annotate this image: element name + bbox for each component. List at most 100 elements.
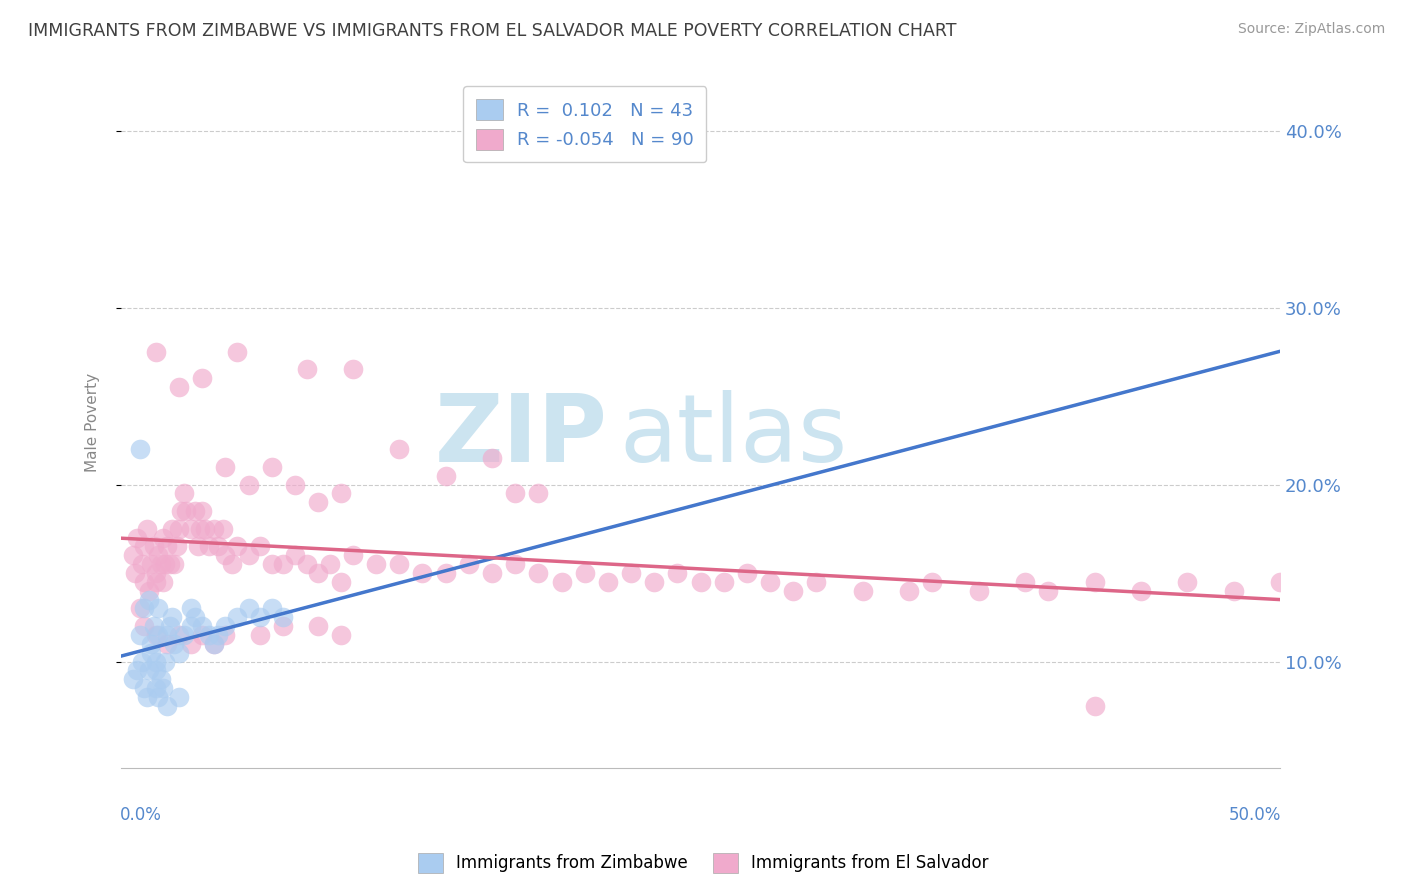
- Point: [180, 522, 202, 536]
- Point: [1038, 583, 1060, 598]
- Point: [330, 574, 353, 589]
- Point: [307, 619, 329, 633]
- Point: [145, 681, 167, 695]
- Point: [921, 574, 943, 589]
- Point: [759, 574, 782, 589]
- Point: [967, 583, 990, 598]
- Point: [689, 574, 711, 589]
- Point: [307, 495, 329, 509]
- Point: [160, 610, 183, 624]
- Point: [273, 619, 295, 633]
- Point: [188, 522, 211, 536]
- Legend: R =  0.102   N = 43, R = -0.054   N = 90: R = 0.102 N = 43, R = -0.054 N = 90: [463, 87, 706, 162]
- Point: [187, 540, 209, 554]
- Point: [202, 522, 225, 536]
- Point: [191, 628, 214, 642]
- Point: [226, 344, 249, 359]
- Point: [713, 574, 735, 589]
- Point: [527, 566, 550, 580]
- Point: [260, 557, 283, 571]
- Point: [295, 557, 318, 571]
- Point: [173, 486, 195, 500]
- Point: [159, 619, 181, 633]
- Point: [550, 574, 572, 589]
- Point: [207, 628, 229, 642]
- Point: [434, 468, 457, 483]
- Point: [184, 504, 207, 518]
- Point: [156, 698, 179, 713]
- Point: [342, 362, 364, 376]
- Point: [167, 690, 190, 704]
- Y-axis label: Male Poverty: Male Poverty: [86, 373, 100, 472]
- Point: [214, 619, 236, 633]
- Point: [249, 610, 271, 624]
- Point: [212, 522, 235, 536]
- Point: [527, 486, 550, 500]
- Point: [202, 637, 225, 651]
- Point: [152, 531, 174, 545]
- Text: IMMIGRANTS FROM ZIMBABWE VS IMMIGRANTS FROM EL SALVADOR MALE POVERTY CORRELATION: IMMIGRANTS FROM ZIMBABWE VS IMMIGRANTS F…: [28, 22, 956, 40]
- Point: [127, 664, 149, 678]
- Point: [226, 540, 249, 554]
- Point: [898, 583, 921, 598]
- Point: [149, 557, 172, 571]
- Point: [152, 681, 174, 695]
- Point: [156, 637, 179, 651]
- Point: [174, 504, 197, 518]
- Point: [782, 583, 804, 598]
- Point: [1175, 574, 1198, 589]
- Point: [342, 549, 364, 563]
- Point: [214, 549, 236, 563]
- Text: atlas: atlas: [620, 391, 848, 483]
- Point: [481, 450, 503, 465]
- Point: [124, 566, 146, 580]
- Point: [163, 557, 186, 571]
- Point: [194, 522, 217, 536]
- Point: [191, 504, 214, 518]
- Point: [145, 344, 167, 359]
- Point: [160, 522, 183, 536]
- Point: [1130, 583, 1153, 598]
- Point: [238, 601, 260, 615]
- Point: [202, 637, 225, 651]
- Text: Source: ZipAtlas.com: Source: ZipAtlas.com: [1237, 22, 1385, 37]
- Point: [1084, 698, 1107, 713]
- Point: [135, 690, 157, 704]
- Point: [214, 628, 236, 642]
- Point: [503, 557, 526, 571]
- Point: [138, 583, 160, 598]
- Point: [249, 628, 271, 642]
- Point: [806, 574, 828, 589]
- Point: [121, 549, 143, 563]
- Point: [167, 522, 190, 536]
- Point: [411, 566, 433, 580]
- Text: 0.0%: 0.0%: [120, 805, 162, 823]
- Point: [131, 655, 153, 669]
- Point: [330, 628, 353, 642]
- Point: [152, 574, 174, 589]
- Point: [191, 371, 214, 385]
- Point: [214, 459, 236, 474]
- Point: [128, 601, 150, 615]
- Point: [134, 601, 156, 615]
- Point: [145, 664, 167, 678]
- Point: [121, 672, 143, 686]
- Point: [273, 610, 295, 624]
- Point: [574, 566, 596, 580]
- Point: [319, 557, 342, 571]
- Point: [273, 557, 295, 571]
- Legend: Immigrants from Zimbabwe, Immigrants from El Salvador: Immigrants from Zimbabwe, Immigrants fro…: [411, 847, 995, 880]
- Point: [191, 619, 214, 633]
- Point: [307, 566, 329, 580]
- Point: [284, 549, 307, 563]
- Point: [163, 637, 186, 651]
- Point: [620, 566, 643, 580]
- Point: [457, 557, 479, 571]
- Point: [141, 557, 163, 571]
- Point: [180, 637, 202, 651]
- Point: [149, 672, 172, 686]
- Point: [481, 566, 503, 580]
- Point: [503, 486, 526, 500]
- Point: [166, 540, 188, 554]
- Point: [364, 557, 387, 571]
